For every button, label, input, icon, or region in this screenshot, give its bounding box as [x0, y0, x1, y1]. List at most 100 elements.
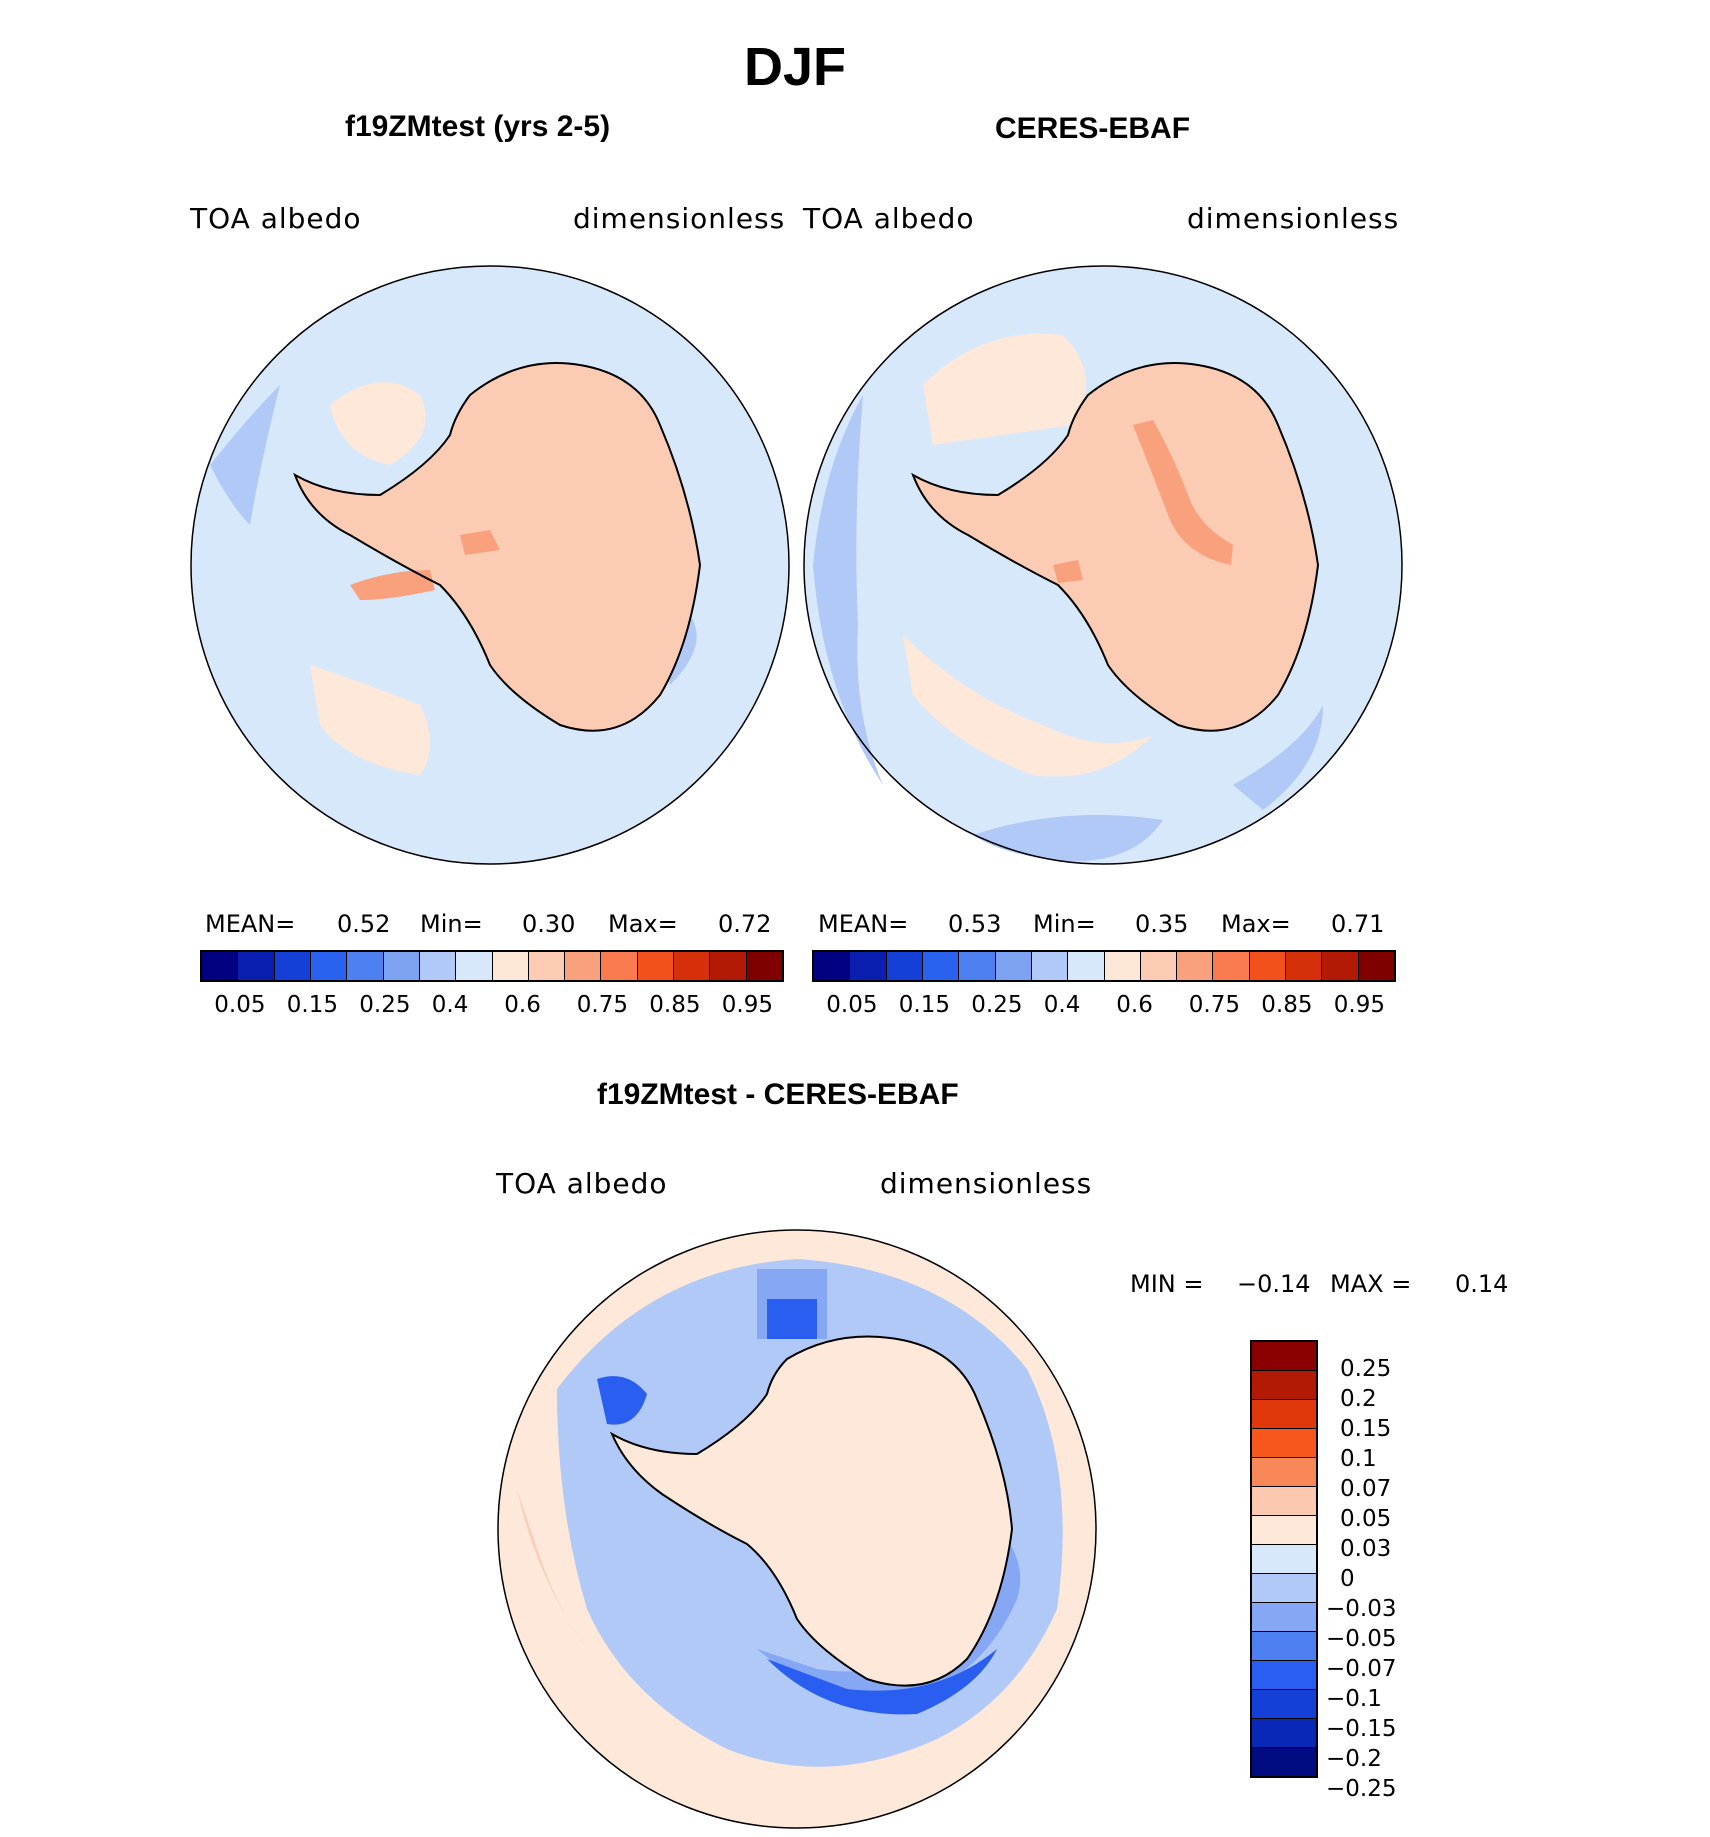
panel2-colorbar-swatch	[1286, 952, 1323, 980]
diff-colorbar-swatch	[1252, 1487, 1316, 1516]
panel1-ice-zone-1	[330, 382, 426, 465]
panel1-mean-value: 0.52	[337, 910, 391, 938]
panel2-colorbar-tick-label: 0.85	[1261, 992, 1313, 1018]
diff-colorbar-tick-label: 0	[1340, 1566, 1355, 1592]
panel2-low-albedo-south	[973, 815, 1163, 862]
diff-min-value: −0.14	[1237, 1270, 1311, 1298]
panel1-min-value: 0.30	[522, 910, 576, 938]
diff-colorbar-tick-label: 0.05	[1340, 1506, 1392, 1532]
panel2-colorbar-tick-label: 0.75	[1188, 992, 1240, 1018]
panel2-colorbar-ticks: 0.05 0.15 0.25 0.4 0.6 0.75 0.85 0.95	[812, 992, 1392, 1022]
diff-units-label: dimensionless	[880, 1167, 1093, 1200]
diff-colorbar-swatch	[1252, 1545, 1316, 1574]
diff-variable-label: TOA albedo	[496, 1167, 668, 1200]
panel2-colorbar-swatch	[1140, 952, 1178, 980]
panel1-colorbar-tick-label: 0.4	[431, 992, 469, 1018]
panel1-colorbar-swatch	[383, 952, 420, 980]
panel2-low-albedo-west	[813, 395, 883, 785]
panel2-coastline	[911, 362, 1320, 732]
panel2-title: CERES-EBAF	[995, 112, 1191, 145]
panel2-colorbar-swatch	[1177, 952, 1214, 980]
diff-strong-negative-north	[767, 1299, 817, 1339]
diff-colorbar-tick-label: −0.03	[1326, 1596, 1397, 1622]
panel2-colorbar-tick-label: 0.25	[971, 992, 1023, 1018]
diff-max-value: 0.14	[1455, 1270, 1509, 1298]
panel1-coastline	[293, 362, 702, 732]
panel1-max-label: Max=	[608, 910, 678, 938]
diff-colorbar-swatch	[1252, 1429, 1316, 1458]
diff-colorbar-tick-label: −0.15	[1326, 1716, 1397, 1742]
diff-colorbar-tick-label: −0.25	[1326, 1776, 1397, 1802]
panel2-colorbar	[812, 950, 1396, 982]
panel1-colorbar-swatch	[419, 952, 457, 980]
panel1-colorbar-tick-label: 0.85	[649, 992, 701, 1018]
panel2-colorbar-swatch	[1213, 952, 1250, 980]
panel2-colorbar-tick-label: 0.95	[1333, 992, 1385, 1018]
panel1-colorbar-ticks: 0.05 0.15 0.25 0.4 0.6 0.75 0.85 0.95	[200, 992, 780, 1022]
diff-colorbar-tick-label: 0.03	[1340, 1536, 1392, 1562]
diff-colorbar-tick-label: −0.05	[1326, 1626, 1397, 1652]
panel1-colorbar-swatch	[528, 952, 566, 980]
panel1-colorbar-tick-label: 0.75	[576, 992, 628, 1018]
panel1-colorbar-swatch	[601, 952, 638, 980]
panel1-max-value: 0.72	[718, 910, 772, 938]
panel2-colorbar-swatch	[1358, 952, 1394, 980]
panel1-high-albedo-spot	[460, 530, 500, 555]
diff-colorbar-swatch	[1252, 1632, 1316, 1661]
panel2-ice-zone-1	[923, 333, 1086, 445]
panel2-variable-label: TOA albedo	[803, 202, 975, 235]
diff-coastline	[609, 1335, 1014, 1687]
panel2-high-albedo-ridge	[1133, 420, 1233, 565]
panel1-colorbar-swatch	[310, 952, 348, 980]
diff-colorbar-swatch	[1252, 1458, 1316, 1487]
panel2-antarctica	[913, 363, 1318, 731]
diff-colorbar-tick-label: 0.2	[1340, 1386, 1377, 1412]
diff-map-border	[497, 1229, 1097, 1829]
panel1-low-albedo-west	[210, 385, 280, 525]
diff-strong-negative-west	[597, 1376, 647, 1425]
panel1-colorbar-swatch	[274, 952, 311, 980]
diff-colorbar-ticks: 0.25 0.2 0.15 0.1 0.07 0.05 0.03 0 −0.03 −0.05 −0.…	[1326, 1340, 1466, 1820]
diff-colorbar-swatch	[1252, 1603, 1316, 1632]
panel2-low-albedo-southeast	[1233, 705, 1323, 810]
panel2-colorbar-swatch	[850, 952, 887, 980]
panel2-max-label: Max=	[1221, 910, 1291, 938]
diff-strong-negative-coast-band	[767, 1649, 997, 1715]
diff-polar-map	[497, 1229, 1097, 1829]
panel2-max-value: 0.71	[1331, 910, 1385, 938]
diff-min-label: MIN =	[1130, 1270, 1204, 1298]
panel1-colorbar-swatch	[710, 952, 747, 980]
diff-colorbar-swatch	[1252, 1748, 1316, 1776]
panel2-colorbar-swatch	[1249, 952, 1287, 980]
panel2-high-albedo-spot	[1053, 560, 1083, 583]
figure-title: DJF	[743, 37, 846, 97]
panel1-colorbar-tick-label: 0.25	[359, 992, 411, 1018]
panel1-colorbar	[200, 950, 784, 982]
panel1-ice-zone-2	[310, 665, 430, 775]
panel2-polar-map	[803, 265, 1403, 865]
panel1-variable-label: TOA albedo	[190, 202, 362, 235]
panel1-colorbar-swatch	[565, 952, 602, 980]
panel1-map-border	[190, 265, 790, 865]
panel1-units-label: dimensionless	[573, 202, 786, 235]
panel1-colorbar-swatch	[674, 952, 711, 980]
diff-colorbar-swatch	[1252, 1719, 1316, 1748]
diff-colorbar-tick-label: 0.1	[1340, 1446, 1377, 1472]
panel1-polar-map	[190, 265, 790, 865]
panel1-colorbar-swatch	[456, 952, 493, 980]
diff-max-label: MAX =	[1330, 1270, 1412, 1298]
panel2-colorbar-swatch	[1031, 952, 1069, 980]
diff-colorbar	[1250, 1340, 1318, 1778]
panel1-colorbar-tick-label: 0.6	[504, 992, 541, 1018]
panel1-colorbar-tick-label: 0.95	[721, 992, 773, 1018]
panel1-colorbar-swatch	[492, 952, 529, 980]
panel2-colorbar-swatch	[814, 952, 851, 980]
diff-colorbar-tick-label: −0.07	[1326, 1656, 1397, 1682]
diff-colorbar-swatch	[1252, 1342, 1316, 1371]
panel1-high-albedo-band	[350, 570, 435, 600]
panel2-colorbar-swatch	[959, 952, 996, 980]
panel1-min-label: Min=	[420, 910, 483, 938]
diff-colorbar-tick-label: 0.07	[1340, 1476, 1392, 1502]
panel2-colorbar-tick-label: 0.15	[898, 992, 950, 1018]
diff-colorbar-swatch	[1252, 1516, 1316, 1545]
